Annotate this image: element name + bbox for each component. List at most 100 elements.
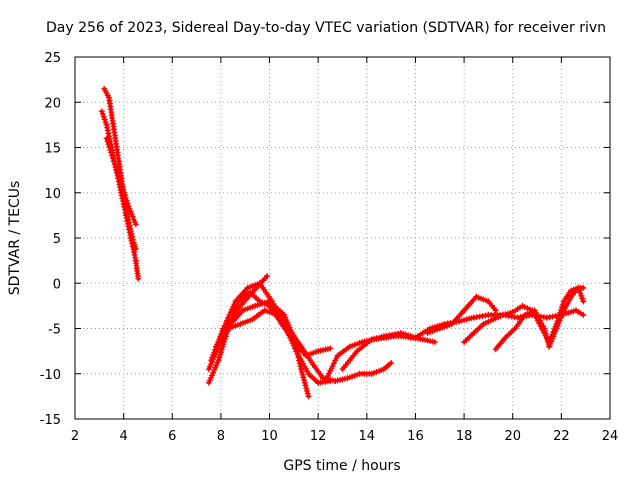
data-point-marker [110, 155, 116, 162]
data-point-marker [124, 200, 131, 207]
x-tick-label: 4 [119, 429, 127, 444]
y-tick-label: -5 [48, 323, 61, 338]
data-point-marker [580, 298, 587, 305]
data-point-marker [298, 368, 305, 375]
data-point-marker [301, 379, 308, 386]
data-point-marker [327, 345, 334, 352]
data-point-marker [580, 311, 587, 318]
x-tick-label: 18 [456, 429, 473, 444]
x-tick-label: 16 [407, 429, 424, 444]
data-point-marker [290, 342, 297, 349]
data-point-marker [104, 124, 111, 131]
x-axis-title: GPS time / hours [283, 458, 400, 474]
data-point-marker [388, 359, 395, 366]
data-point-marker [228, 306, 235, 313]
data-point-marker [576, 287, 583, 294]
data-point-marker [288, 337, 295, 344]
y-tick-label: 15 [44, 142, 61, 157]
series-arc-9 [322, 332, 438, 384]
data-point-marker [303, 385, 310, 392]
x-tick-label: 8 [217, 429, 225, 444]
data-point-marker [301, 377, 308, 384]
data-point-marker [107, 146, 114, 153]
data-point-marker [109, 152, 116, 159]
data-point-marker [305, 393, 312, 400]
data-point-marker [230, 303, 237, 310]
series-line [323, 333, 437, 383]
series-arc-1 [101, 85, 139, 252]
data-point-marker [215, 357, 222, 364]
data-point-marker [289, 340, 296, 346]
data-point-marker [135, 275, 142, 282]
data-point-marker [98, 108, 105, 115]
x-tick-label: 20 [504, 429, 521, 444]
chart-title: Day 256 of 2023, Sidereal Day-to-day VTE… [46, 20, 606, 36]
data-point-marker [132, 221, 139, 228]
data-marks [98, 85, 587, 400]
y-axis-title: SDTVAR / TECUs [7, 181, 23, 296]
data-point-marker [119, 183, 126, 190]
y-tick-label: -10 [40, 368, 61, 383]
x-tick-label: 2 [71, 429, 79, 444]
data-point-marker [299, 371, 306, 378]
data-point-marker [115, 172, 122, 179]
x-tick-label: 24 [602, 429, 619, 444]
data-point-marker [578, 292, 585, 299]
data-point-marker [99, 111, 106, 117]
data-point-marker [492, 307, 499, 314]
x-tick-label: 12 [310, 429, 327, 444]
data-point-marker [122, 194, 129, 201]
data-point-marker [231, 301, 238, 308]
x-tick-label: 22 [553, 429, 570, 444]
data-point-marker [114, 169, 121, 176]
data-point-marker [103, 135, 110, 142]
y-tick-label: 5 [53, 232, 61, 247]
grid-layer [75, 57, 610, 419]
data-point-marker [579, 295, 586, 302]
data-point-marker [118, 180, 125, 187]
data-point-marker [123, 215, 130, 222]
data-point-marker [129, 240, 136, 247]
y-tick-label: -15 [40, 413, 61, 428]
series-arc-13 [492, 284, 587, 353]
data-point-marker [105, 141, 112, 148]
data-point-marker [575, 284, 582, 291]
data-point-marker [431, 339, 438, 346]
x-tick-label: 10 [261, 429, 278, 444]
data-point-marker [111, 160, 118, 167]
data-point-marker [292, 345, 299, 352]
series-arc-8 [213, 307, 395, 384]
data-point-marker [121, 192, 128, 198]
data-point-marker [264, 273, 271, 279]
data-point-marker [217, 349, 224, 356]
data-point-marker [302, 382, 309, 389]
series-arc-11 [424, 293, 499, 336]
y-tick-label: 25 [44, 51, 61, 66]
y-tick-label: 0 [53, 277, 61, 292]
data-point-marker [102, 119, 109, 126]
data-point-marker [304, 387, 310, 394]
data-point-marker [112, 163, 119, 170]
data-point-marker [101, 116, 108, 123]
data-point-marker [110, 158, 117, 165]
data-point-marker [120, 186, 126, 193]
data-point-marker [208, 357, 215, 364]
data-point-marker [117, 177, 124, 184]
data-point-marker [106, 143, 113, 150]
data-point-marker [116, 175, 123, 181]
x-tick-label: 6 [168, 429, 176, 444]
data-point-marker [100, 113, 107, 120]
x-tick-label: 14 [359, 429, 376, 444]
data-point-marker [108, 149, 115, 156]
data-point-marker [123, 197, 130, 204]
data-point-marker [113, 166, 120, 173]
data-point-marker [304, 390, 311, 397]
series-arc-2 [98, 108, 142, 282]
data-point-marker [227, 309, 234, 316]
data-point-marker [120, 189, 127, 196]
y-tick-label: 10 [44, 187, 61, 202]
data-point-marker [104, 138, 111, 145]
data-point-marker [577, 290, 584, 297]
